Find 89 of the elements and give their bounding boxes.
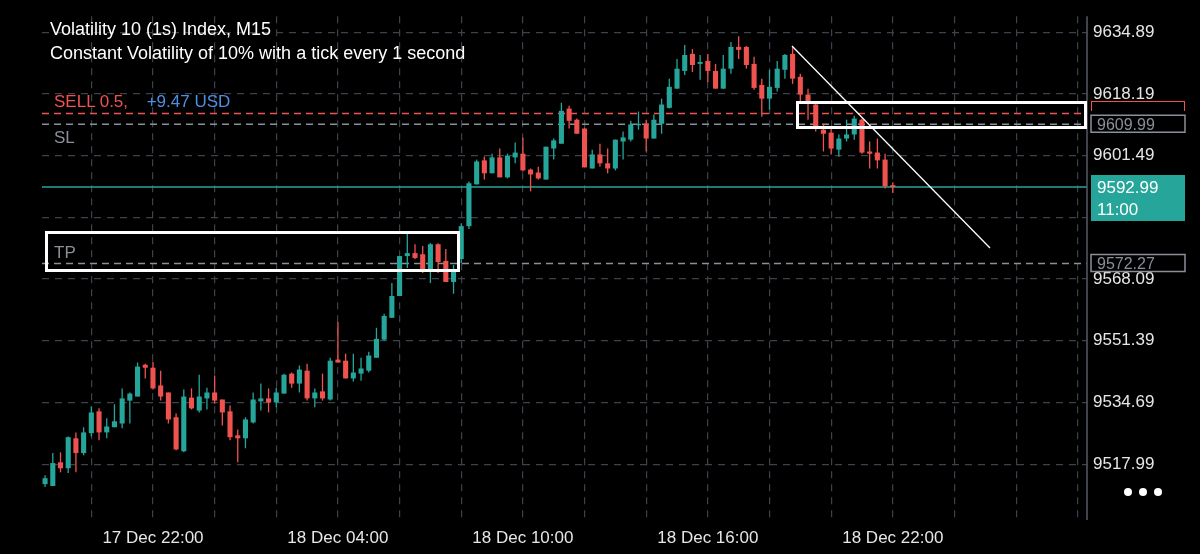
candlestick [358, 357, 364, 382]
x-tick-label: 17 Dec 22:00 [102, 527, 204, 547]
candlestick [273, 387, 279, 408]
candlestick [57, 451, 64, 473]
candlestick [373, 327, 380, 359]
candlestick [343, 353, 349, 380]
candlestick [836, 133, 842, 158]
candlestick [88, 405, 94, 438]
candlestick [188, 387, 195, 411]
y-tick-label: 9517.99 [1093, 453, 1155, 473]
candlestick [674, 58, 680, 90]
ref-line-label: 9592.99 [1097, 177, 1159, 197]
candlestick [412, 243, 418, 260]
y-tick-label: 9618.19 [1093, 83, 1155, 103]
candlestick [620, 130, 626, 161]
candlestick [389, 282, 395, 319]
chart-title: Volatility 10 (1s) Index, M15 [50, 18, 272, 39]
candlestick [820, 123, 826, 153]
annotation: +9.47 USD [146, 92, 231, 112]
candlestick [844, 119, 850, 143]
candlestick [766, 69, 773, 111]
candlestick [659, 97, 665, 135]
annotation: SELL 0.5, [54, 92, 129, 112]
y-tick-label: 9534.69 [1093, 392, 1155, 412]
candlestick [219, 398, 225, 427]
y-tick-label: 9551.39 [1093, 330, 1155, 350]
candlestick [258, 382, 264, 412]
candlestick [266, 387, 272, 414]
x-tick-label: 18 Dec 22:00 [842, 527, 944, 547]
candlestick [73, 431, 79, 473]
x-tick-label: 18 Dec 04:00 [287, 527, 389, 547]
candlestick [381, 313, 387, 342]
candlestick [682, 44, 688, 76]
candlestick [212, 374, 218, 405]
candlestick [96, 407, 102, 441]
candlestick [874, 137, 880, 170]
candlestick [204, 387, 210, 411]
candlestick [597, 143, 603, 168]
candlestick [720, 54, 726, 90]
candlestick [728, 41, 734, 75]
candlestick [196, 374, 202, 414]
candlestick [150, 361, 156, 391]
candlestick [782, 53, 788, 80]
candlestick [520, 136, 526, 173]
candlestick [867, 140, 873, 170]
candlestick [250, 391, 256, 425]
candlestick [481, 156, 487, 181]
candlestick [689, 48, 695, 73]
candlestick [319, 372, 326, 402]
candlestick [81, 426, 87, 456]
candlestick [605, 147, 611, 174]
candlestick [50, 452, 56, 487]
x-tick-label: 18 Dec 16:00 [657, 527, 759, 547]
candlestick [296, 364, 302, 394]
candlestick [666, 78, 672, 110]
x-tick-label: 18 Dec 10:00 [472, 527, 574, 547]
text: 11:00 [1097, 199, 1139, 219]
candlestick [736, 35, 742, 60]
candlestick [497, 147, 503, 179]
candlestick [705, 53, 711, 83]
candlestick [474, 158, 480, 186]
candlestick [281, 372, 287, 395]
candlestick [797, 73, 803, 103]
candlestick [242, 416, 248, 449]
candlestick [713, 63, 719, 90]
candlestick [743, 45, 749, 70]
candlestick [104, 417, 110, 439]
annotation: TP [54, 242, 76, 262]
annotation: SL [54, 128, 75, 148]
candlestick [651, 113, 657, 140]
candlestick [828, 127, 834, 156]
candlestick [774, 60, 780, 93]
candlestick [697, 54, 703, 81]
candlestick [435, 242, 441, 274]
candlestick [628, 120, 634, 143]
candlestick [404, 231, 410, 269]
y-tick-label: 9601.49 [1093, 145, 1155, 165]
candlestick [643, 119, 649, 153]
candlestick [158, 370, 164, 402]
candlestick [127, 391, 133, 425]
text: Constant Volatility of 10% with a tick every 1 second [50, 42, 466, 63]
candlestick [504, 153, 511, 180]
ref-line-label: 9609.99 [1097, 115, 1155, 133]
candlestick [335, 321, 341, 364]
y-tick-label: 9634.89 [1093, 21, 1155, 41]
candlestick [235, 428, 241, 463]
candlestick [312, 387, 318, 408]
candlestick [366, 351, 372, 374]
candlestick [551, 137, 557, 161]
